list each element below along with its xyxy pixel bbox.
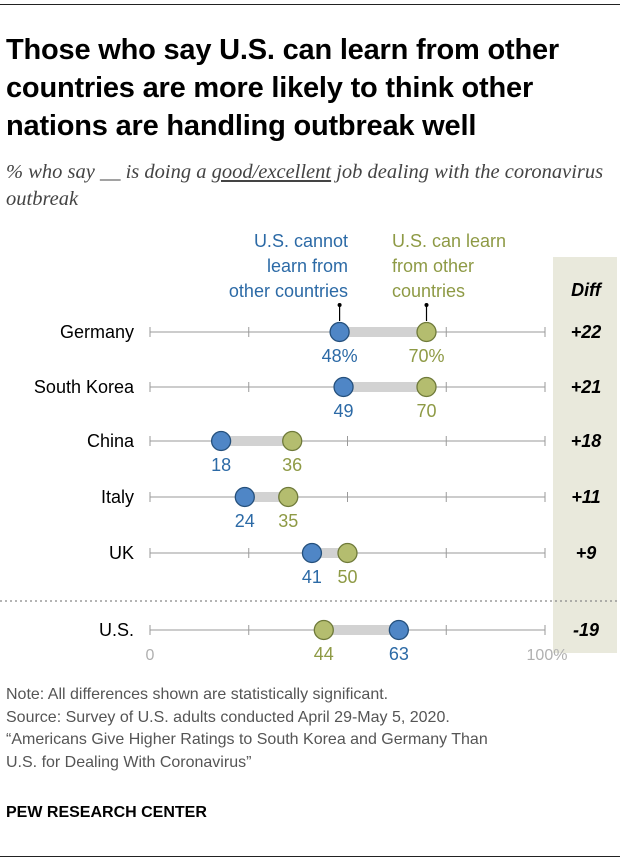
dot-cannot-italy (234, 486, 255, 508)
dot-can-uk (337, 542, 358, 564)
bottom-rule (0, 856, 620, 857)
value-label-cannot-uk: 41 (302, 567, 322, 587)
range-bar-u-s (323, 625, 399, 635)
diff-value-italy: +11 (571, 487, 600, 507)
subtitle-underlined-text: good/excellent (211, 161, 332, 183)
range-bar-uk (311, 548, 348, 558)
value-label-cannot-south-korea: 49 (334, 401, 354, 421)
legend-leader-dot-can (424, 303, 429, 307)
dot-can-italy (278, 486, 299, 508)
diff-column-background (553, 257, 617, 653)
row-label-u-s: U.S. (99, 620, 134, 640)
range-bar-south-korea (343, 382, 427, 392)
dot-cannot-south-korea (333, 376, 354, 398)
value-label-cannot-china: 18 (211, 455, 231, 475)
dot-can-u-s (313, 619, 334, 641)
legend-label-can-line-3: countries (392, 281, 465, 301)
value-label-can-china: 36 (282, 455, 302, 475)
footnotes: Note: All differences shown are statisti… (6, 684, 616, 774)
dot-cannot-u-s (388, 619, 410, 641)
legend-label-can-line-2: from other (392, 256, 474, 276)
dot-can-china (282, 430, 303, 452)
diff-value-uk: +9 (576, 543, 597, 563)
range-bar-china (221, 436, 293, 446)
pew-research-center-logo: PEW RESEARCH CENTER (6, 804, 207, 821)
value-label-can-u-s: 44 (314, 644, 334, 664)
range-bar-italy (244, 492, 289, 502)
row-label-uk: UK (109, 543, 134, 563)
value-label-can-germany: 70% (408, 346, 444, 366)
subtitle-text-end: job dealing with the coronavirus outbrea… (6, 161, 604, 210)
subtitle-text-start: % who say __ is doing a (6, 161, 212, 183)
legend-label-cannot-line-3: other countries (229, 281, 348, 301)
top-rule (0, 4, 620, 5)
value-label-cannot-u-s: 63 (389, 644, 409, 664)
value-label-cannot-italy: 24 (235, 511, 255, 531)
dot-can-germany (416, 321, 437, 343)
legend-label-cannot-line-2: learn from (267, 256, 348, 276)
dot-cannot-germany (329, 321, 350, 343)
dot-cannot-uk (301, 542, 323, 564)
dot-cannot-china (210, 430, 232, 452)
legend-label-cannot-line-1: U.S. cannot (254, 231, 348, 251)
value-label-cannot-germany: 48% (322, 346, 358, 366)
row-label-china: China (87, 431, 135, 451)
legend-leader-dot-cannot (337, 303, 342, 307)
value-label-can-uk: 50 (337, 567, 357, 587)
report-title-line-1: “Americans Give Higher Ratings to South … (6, 731, 488, 748)
row-label-south-korea: South Korea (34, 377, 135, 397)
value-label-can-italy: 35 (278, 511, 298, 531)
diff-value-south-korea: +21 (571, 377, 602, 397)
diff-value-germany: +22 (571, 322, 602, 342)
dot-plot: Diff U.S. cannot learn from other countries… (0, 231, 620, 664)
axis-label-min: 0 (146, 647, 155, 664)
report-title-line-2: U.S. for Dealing With Coronavirus” (6, 753, 252, 771)
note-text: Note: All differences shown are statisti… (6, 686, 389, 703)
diff-value-u-s: -19 (573, 620, 599, 640)
dot-can-south-korea (416, 376, 437, 398)
value-label-can-south-korea: 70 (416, 401, 436, 421)
chart-title: Those who say U.S. can learn from other … (6, 34, 559, 142)
axis-label-max: 100% (527, 647, 568, 664)
legend-label-can-line-1: U.S. can learn (392, 231, 506, 251)
chart-subtitle: % who say __ is doing a good/excellent j… (6, 159, 616, 213)
source-text: Source: Survey of U.S. adults conducted … (6, 708, 450, 726)
diff-value-china: +18 (571, 431, 602, 451)
row-label-germany: Germany (60, 322, 134, 342)
row-label-italy: Italy (101, 487, 134, 507)
range-bar-germany (339, 327, 427, 337)
diff-header: Diff (571, 280, 603, 300)
